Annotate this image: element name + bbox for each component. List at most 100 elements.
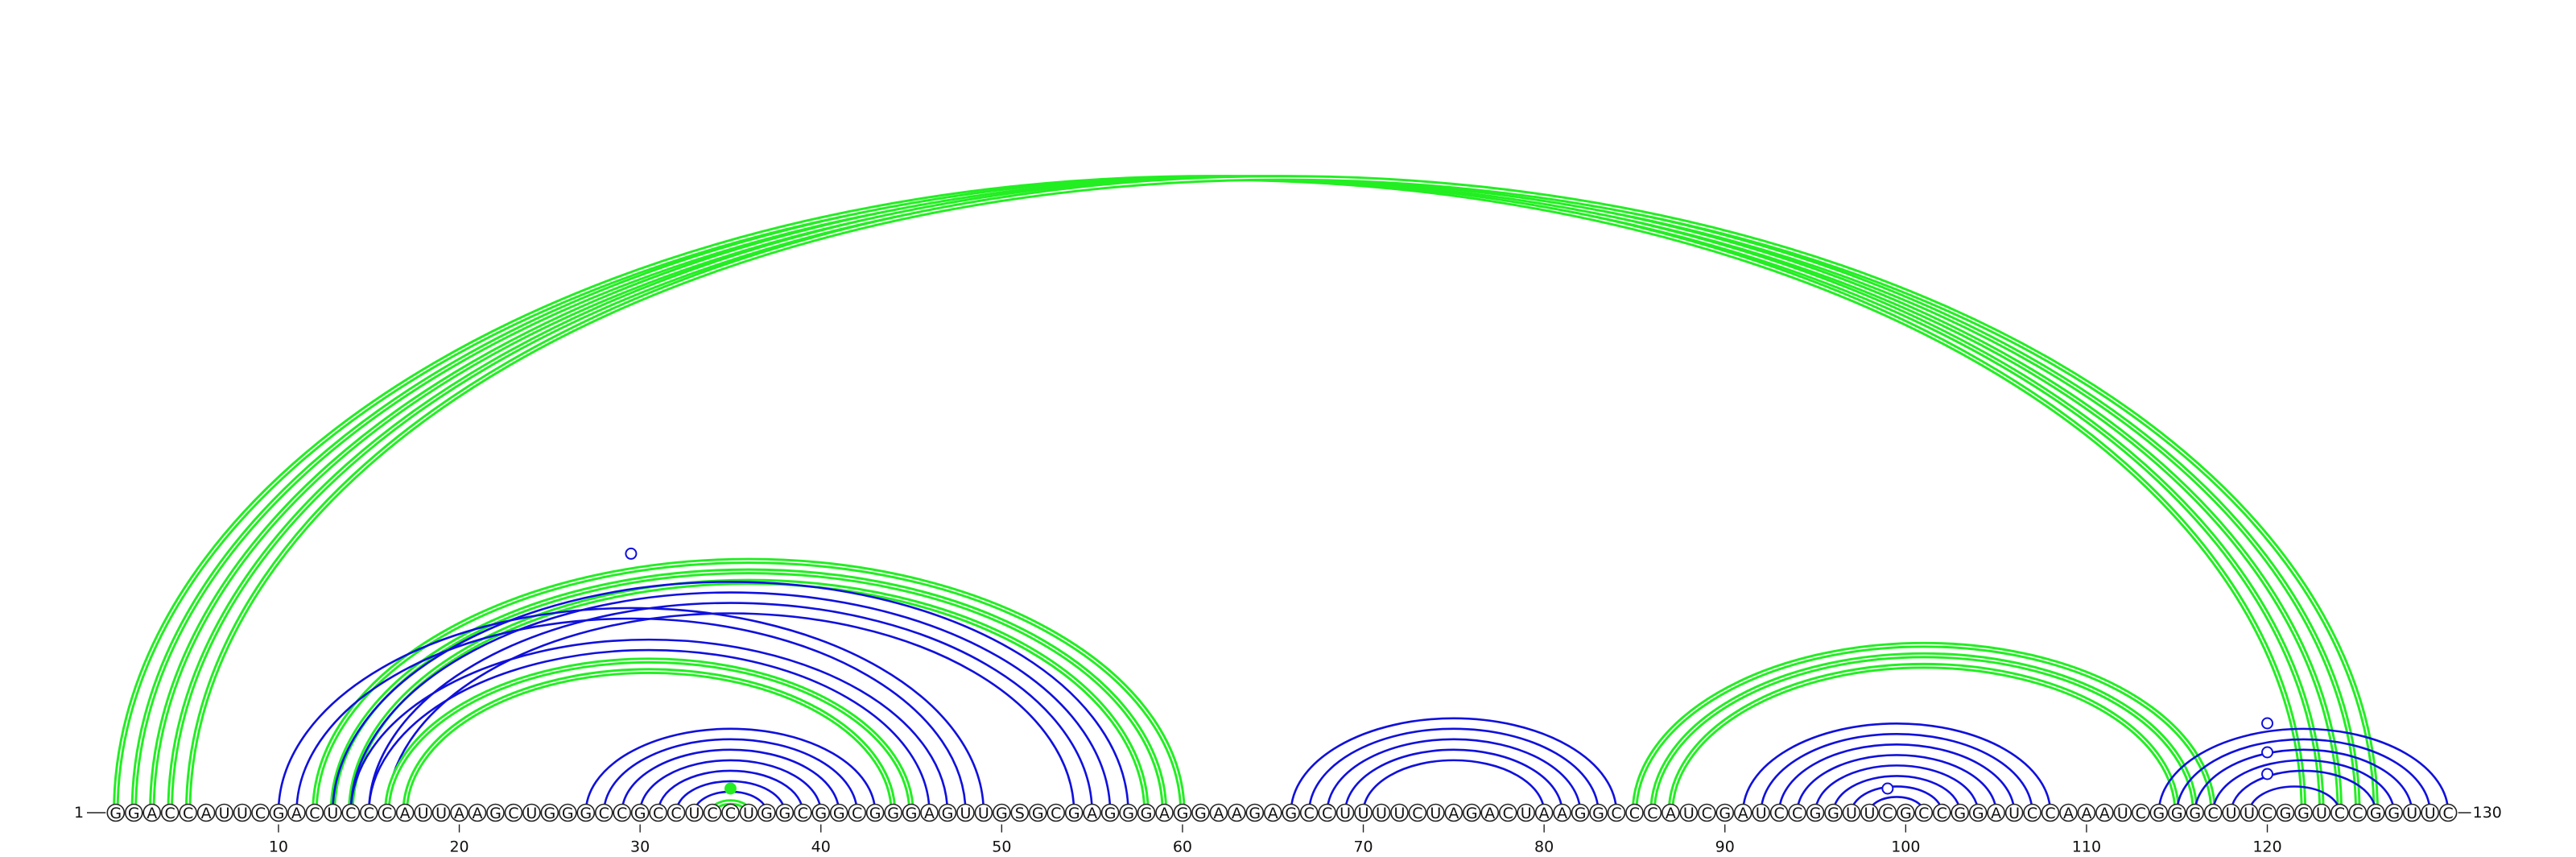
nucleotide-circle	[341, 803, 361, 822]
nucleotide-letter: U	[1340, 805, 1351, 822]
nucleotide: C	[1607, 803, 1626, 822]
nucleotide-circle	[1318, 803, 1336, 822]
nucleotide-circle	[1769, 803, 1789, 822]
nucleotide: A	[1263, 803, 1282, 822]
nucleotide-circle	[1480, 803, 1500, 822]
nucleotide-letter: G	[489, 805, 502, 822]
nucleotide-circle	[1679, 803, 1699, 822]
nucleotide-circle	[721, 803, 740, 822]
nucleotide-letter: A	[1991, 805, 2001, 822]
nucleotide: A	[2077, 803, 2096, 822]
nucleotide-letter: G	[1177, 805, 1189, 822]
nucleotide-letter: G	[562, 805, 574, 822]
nucleotide-letter: C	[653, 805, 663, 822]
blue-pair-arc	[1777, 743, 2016, 814]
nucleotide-letter: C	[2045, 805, 2055, 822]
nucleotide-circle	[1625, 803, 1644, 822]
green-pair-arc-core	[1670, 664, 2178, 814]
tick-label: 20	[449, 838, 469, 856]
nucleotide-circle	[1426, 803, 1445, 822]
blue-pair-arc	[1344, 748, 1563, 814]
nucleotide-letter: C	[1702, 805, 1712, 822]
nucleotide-circle	[106, 803, 126, 822]
nucleotide-circle	[2402, 803, 2421, 822]
nucleotide-circle	[2330, 803, 2349, 822]
nucleotide-circle	[1191, 803, 1210, 822]
nucleotide-letter: G	[761, 805, 773, 822]
nucleotide-circle	[395, 803, 415, 822]
nucleotide: A	[2095, 803, 2114, 822]
tick-label: 50	[992, 838, 1011, 856]
blue-pair-arc	[1850, 785, 1943, 814]
nucleotide-circle	[920, 803, 939, 822]
nucleotide-letter: U	[1358, 805, 1369, 822]
nucleotide-circle	[1155, 803, 1174, 822]
nucleotide-letter: G	[1249, 805, 1261, 822]
nucleotide-circle	[993, 803, 1011, 822]
nucleotide: G	[758, 803, 776, 822]
nucleotide: U	[215, 803, 233, 822]
nucleotide-circle	[2059, 803, 2078, 822]
nucleotide-circle	[1878, 803, 1897, 822]
nucleotide-circle	[613, 803, 631, 822]
nucleotide: U	[1372, 803, 1391, 822]
nucleotide: C	[1643, 803, 1662, 822]
nucleotide-letter: G	[1195, 805, 1207, 822]
nucleotide-circle	[2222, 803, 2240, 822]
nucleotide: U	[2312, 803, 2331, 822]
nucleotide-circle	[2294, 803, 2313, 822]
tick-label: 30	[630, 838, 650, 856]
green-pair-arc-core	[151, 177, 2341, 814]
nucleotide: A	[1987, 803, 2005, 822]
nucleotide-letter: A	[1448, 805, 1459, 822]
nucleotide-letter: A	[1213, 805, 1224, 822]
nucleotide-circle	[324, 803, 342, 822]
nucleotide: C	[305, 803, 324, 822]
nucleotide-circle	[1968, 803, 1988, 822]
nucleotide: G	[1824, 803, 1843, 822]
nucleotide-circle	[2367, 803, 2385, 822]
green-pair-arc	[1649, 652, 2198, 814]
nucleotide-letter: C	[1918, 805, 1929, 822]
nucleotide-letter: G	[833, 805, 845, 822]
nucleotide: C	[2041, 803, 2060, 822]
nucleotide-circle	[758, 803, 776, 822]
nucleotide-circle	[2149, 803, 2169, 822]
nucleotide-letter: S	[1015, 805, 1025, 822]
nucleotide: A	[287, 803, 306, 822]
nucleotide-circle	[811, 803, 831, 822]
nucleotide-letter: C	[1503, 805, 1513, 822]
nucleotide-letter: A	[2081, 805, 2091, 822]
nucleotide: G	[1951, 803, 1970, 822]
nucleotide: A	[920, 803, 939, 822]
nucleotide-letter: G	[1068, 805, 1080, 822]
arc-markers	[625, 547, 2274, 795]
nucleotide-letter: G	[2297, 805, 2310, 822]
nucleotide: U	[1390, 803, 1409, 822]
nucleotide-letter: U	[327, 805, 338, 822]
blue-pair-arc	[584, 727, 877, 814]
nucleotide: G	[558, 803, 577, 822]
nucleotide-circle	[504, 803, 523, 822]
nucleotide: C	[359, 803, 378, 822]
nucleotide-circle	[2438, 803, 2458, 822]
blue-pair-arc	[386, 612, 1075, 814]
nucleotide: C	[2132, 803, 2150, 822]
nucleotide: A	[1209, 803, 1228, 822]
nucleotide-letter: C	[2262, 805, 2273, 822]
nucleotide-letter: C	[707, 805, 717, 822]
nucleotide: C	[594, 803, 613, 822]
blue-pair-arc	[1796, 754, 1997, 814]
nucleotide-circle	[1463, 803, 1481, 822]
green-pair-arc-core	[386, 660, 912, 814]
nucleotide-circle	[1282, 803, 1300, 822]
nucleotide: A	[2059, 803, 2078, 822]
nucleotide-letter: G	[634, 805, 646, 822]
nucleotide: A	[468, 803, 487, 822]
nucleotide-circle	[1010, 803, 1030, 822]
nucleotide: A	[1480, 803, 1500, 822]
nucleotide-circle	[1046, 803, 1066, 822]
nucleotide: A	[1534, 803, 1554, 822]
